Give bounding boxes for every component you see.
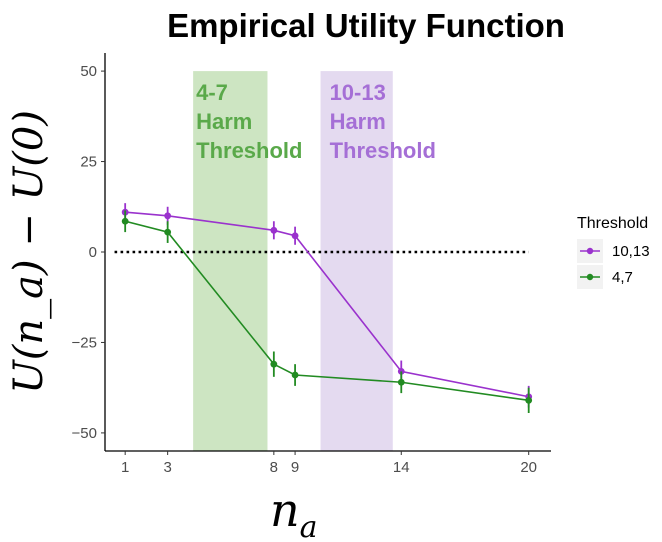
x-tick-label: 1	[121, 459, 129, 476]
band-0	[193, 71, 268, 451]
legend-key-point	[586, 247, 594, 255]
chart-title: Empirical Utility Function	[167, 7, 565, 44]
data-point	[164, 212, 172, 220]
band-1	[320, 71, 393, 451]
data-point	[397, 378, 405, 386]
band-0-label-line: Threshold	[196, 138, 302, 163]
x-tick-label: 20	[520, 459, 537, 476]
data-point	[291, 232, 299, 240]
legend-label: 4,7	[612, 269, 633, 286]
legend-label: 10,13	[612, 243, 650, 260]
series-line-4,7	[124, 220, 529, 402]
x-axis-label: na	[270, 483, 318, 542]
y-tick-label: 25	[80, 154, 97, 171]
axes: 50 25 0 −25 −50 1 3 8 9 14 20	[72, 53, 551, 476]
legend-key-point	[586, 273, 594, 281]
band-1-label-line: Threshold	[330, 138, 436, 163]
series-line-10,13	[125, 211, 529, 398]
band-0-label-line: Harm	[196, 109, 252, 134]
data-point	[291, 371, 299, 379]
data-point	[270, 226, 278, 234]
y-tick-label: −25	[72, 334, 97, 351]
legend: Threshold 10,13 4,7	[577, 215, 650, 289]
x-tick-label: 3	[163, 459, 171, 476]
band-1-label-line: 10-13	[330, 80, 386, 105]
data-point	[121, 217, 129, 225]
legend-title: Threshold	[577, 215, 648, 232]
y-tick-label: −50	[72, 425, 97, 442]
y-axis-label: U(n_a) − U(0)	[6, 110, 52, 394]
band-0-label-line: 4-7	[196, 80, 228, 105]
y-tick-label: 0	[89, 244, 97, 261]
x-tick-label: 14	[393, 459, 410, 476]
y-axis-title: U(n_a) − U(0)	[6, 110, 52, 394]
data-point	[164, 228, 172, 236]
data-point	[525, 396, 533, 404]
x-tick-label: 9	[291, 459, 299, 476]
x-tick-label: 8	[270, 459, 278, 476]
harm-threshold-bands: 4-7 Harm Threshold 10-13 Harm Threshold	[193, 71, 436, 451]
x-axis-title: na	[270, 483, 318, 542]
data-point	[270, 360, 278, 368]
series-layer	[121, 203, 533, 414]
band-1-label-line: Harm	[330, 109, 386, 134]
y-tick-label: 50	[80, 63, 97, 80]
